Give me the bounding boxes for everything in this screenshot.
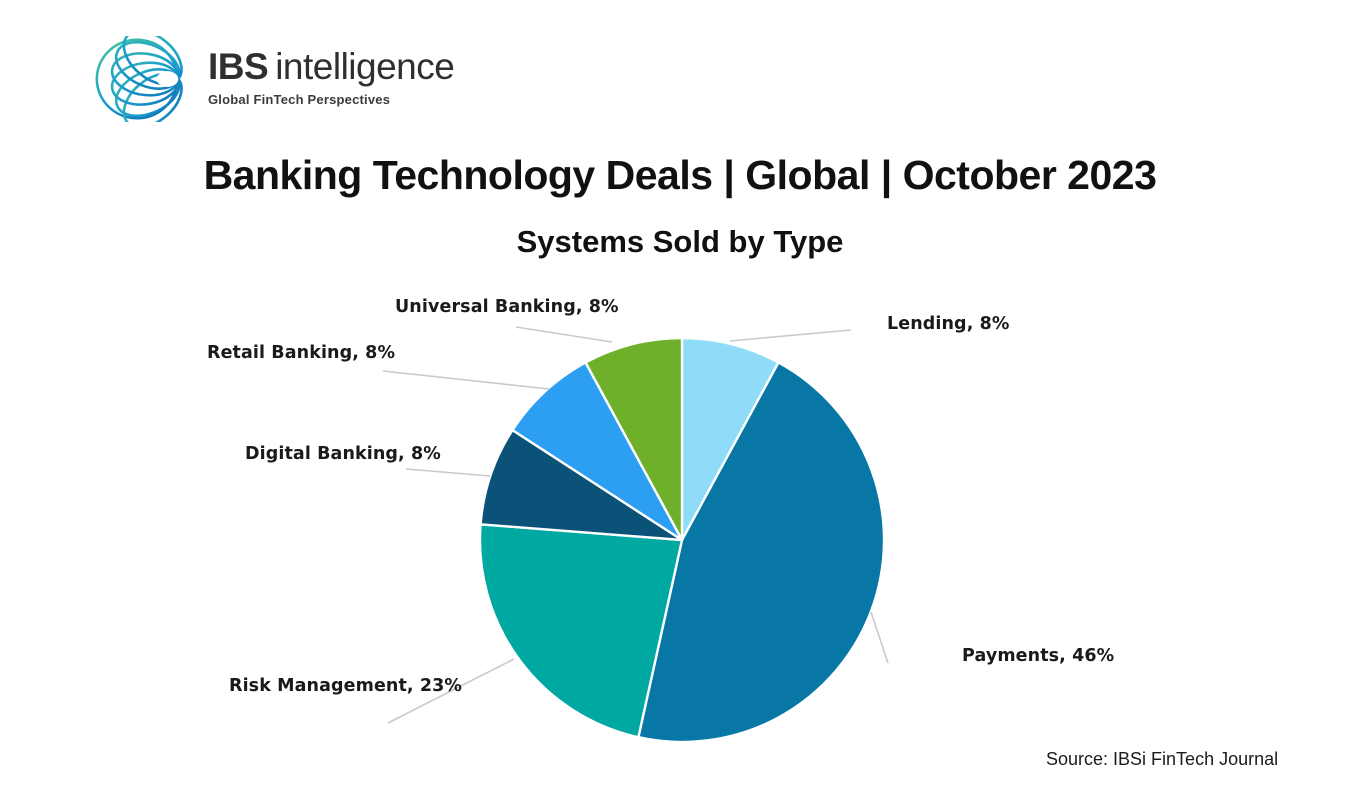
pie-label-universal-banking: Universal Banking, 8% (395, 297, 619, 317)
callout-line-universal (515, 326, 613, 343)
logo-name-regular: intelligence (275, 46, 455, 87)
pie-label-digital-banking: Digital Banking, 8% (245, 444, 441, 464)
callout-line-lending (729, 329, 852, 342)
logo-tagline: Global FinTech Perspectives (208, 92, 391, 107)
callout-lines (382, 326, 889, 724)
source-credit: Source: IBSi FinTech Journal (1046, 749, 1279, 769)
callout-line-digital (405, 468, 491, 477)
globe-logo-icon (95, 36, 183, 122)
pie-slices (478, 336, 886, 744)
pie-label-payments: Payments, 46% (962, 646, 1115, 666)
callout-line-payments (870, 611, 889, 664)
logo-text: IBS intelligence Global FinTech Perspecti… (208, 46, 455, 107)
pie-slice-retail-banking (511, 361, 684, 542)
logo-name-bold: IBS (208, 46, 269, 87)
callout-line-retail (382, 370, 550, 390)
pie-label-lending: Lending, 8% (887, 314, 1010, 334)
logo-name: IBS intelligence (208, 46, 455, 87)
pie-slice-lending (680, 336, 780, 542)
page-title: Banking Technology Deals | Global | Octo… (203, 152, 1157, 198)
pie-label-retail-banking: Retail Banking, 8% (207, 343, 396, 363)
callout-line-risk (387, 658, 515, 724)
pie-slice-digital-banking (479, 428, 684, 542)
logo: IBS intelligence Global FinTech Perspecti… (88, 36, 455, 122)
pie-slice-risk-management (478, 523, 684, 739)
chart-title: Systems Sold by Type (516, 224, 844, 259)
pie-label-risk-management: Risk Management, 23% (229, 676, 463, 696)
pie-slice-universal-banking (584, 336, 684, 542)
pie-slice-payments (637, 361, 886, 744)
